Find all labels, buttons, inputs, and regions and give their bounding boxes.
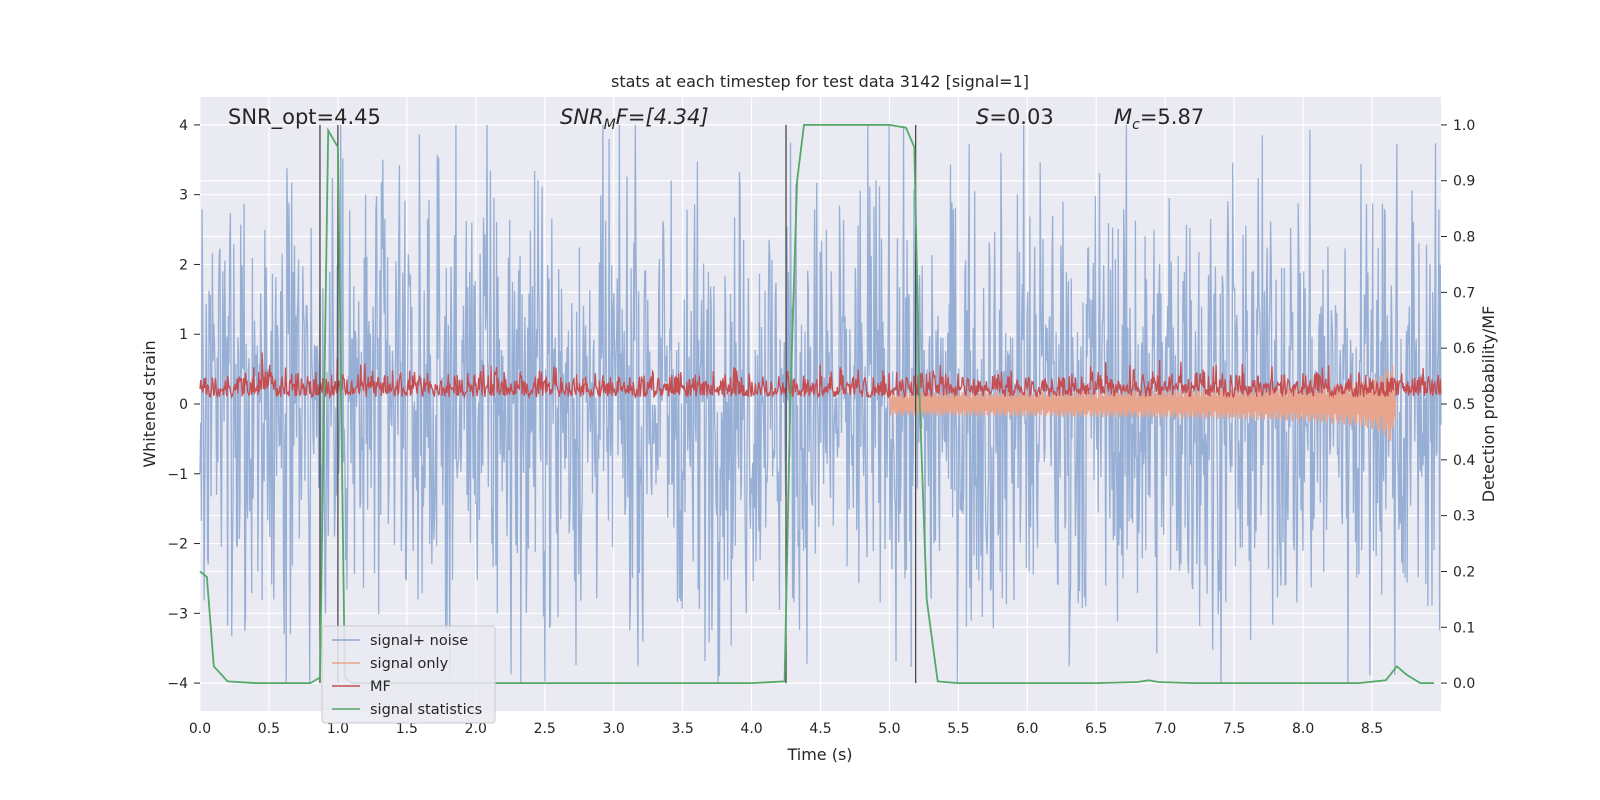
x-axis-label: Time (s) [786, 745, 852, 764]
series-signal-plus-noise [199, 124, 1442, 684]
annotation-snr-mf: SNRMF=[4.34] [560, 105, 709, 133]
annotation-mc: Mc=5.87 [1114, 105, 1204, 133]
x-tick-label: 1.5 [396, 721, 418, 737]
annotation-mc-symbol: M [1114, 105, 1132, 129]
legend-label-signal-statistics: signal statistics [370, 702, 482, 718]
x-tick-label: 6.0 [1016, 721, 1038, 737]
legend: signal+ noise signal only MF signal stat… [321, 625, 496, 724]
annotation-snr-mf-rest: F=[4.34] [616, 105, 709, 129]
y2-tick-label: 0.5 [1453, 397, 1475, 413]
x-tick-label: 2.0 [465, 721, 487, 737]
y2-tick-label: 0.9 [1453, 174, 1475, 190]
signal-statistics-line [199, 124, 1435, 684]
x-tick-label: 8.0 [1292, 721, 1314, 737]
annotation-s-value: =0.03 [989, 105, 1053, 129]
series-mf [199, 352, 1442, 400]
series-signal-statistics [199, 124, 1435, 684]
y2-tick-label: 0.7 [1453, 285, 1475, 301]
x-tick-label: 5.0 [878, 721, 900, 737]
y-tick-label: 4 [179, 118, 188, 134]
annotation-snr-mf-symbol: SNR [560, 105, 604, 129]
legend-label-signal-plus-noise: signal+ noise [370, 633, 468, 649]
x-tick-label: 0.5 [258, 721, 280, 737]
x-tick-label: 5.5 [947, 721, 969, 737]
annotation-mc-value: =5.87 [1140, 105, 1204, 129]
y-tick-label: −3 [167, 606, 188, 622]
x-tick-label: 7.0 [1154, 721, 1176, 737]
y2-tick-label: 0.3 [1453, 509, 1475, 525]
x-tick-label: 3.0 [603, 721, 625, 737]
annotation-snr-mf-subscript: M [604, 117, 616, 133]
y-axis-ticks: 4 3 2 1 0 −1 −2 −3 −4 [167, 118, 200, 692]
y-tick-label: −1 [167, 467, 188, 483]
chart-title: stats at each timestep for test data 314… [611, 72, 1029, 91]
x-tick-label: 1.0 [327, 721, 349, 737]
y-tick-label: 3 [179, 188, 188, 204]
y2-tick-label: 0.8 [1453, 230, 1475, 246]
y-tick-label: 1 [179, 327, 188, 343]
y2-tick-label: 0.1 [1453, 620, 1475, 636]
y2-tick-label: 0.4 [1453, 453, 1475, 469]
signal-plus-noise-line [199, 124, 1442, 684]
x-tick-label: 4.5 [809, 721, 831, 737]
x-tick-label: 4.0 [740, 721, 762, 737]
y2-tick-label: 1.0 [1453, 118, 1475, 134]
y-tick-label: −4 [167, 676, 188, 692]
x-tick-label: 7.5 [1223, 721, 1245, 737]
x-tick-label: 0.0 [189, 721, 211, 737]
annotation-snr-opt: SNR_opt=4.45 [228, 105, 381, 130]
x-tick-label: 6.5 [1085, 721, 1107, 737]
y2-tick-label: 0.2 [1453, 564, 1475, 580]
y-axis-label: Whitened strain [140, 340, 159, 467]
annotation-s: S=0.03 [976, 105, 1054, 129]
x-tick-label: 3.5 [671, 721, 693, 737]
x-axis-ticks: 0.0 0.5 1.0 1.5 2.0 2.5 3.0 3.5 4.0 4.5 5.0 5.5 6.0 6… [189, 721, 1383, 737]
mf-line [199, 352, 1442, 400]
y2-tick-label: 0.6 [1453, 341, 1475, 357]
x-tick-label: 2.5 [534, 721, 556, 737]
annotation-s-symbol: S [976, 105, 989, 129]
y2-axis-label: Detection probability/MF [1479, 306, 1498, 503]
x-tick-label: 8.5 [1361, 721, 1383, 737]
legend-label-signal-only: signal only [370, 656, 449, 672]
y-tick-label: 2 [179, 257, 188, 273]
annotation-mc-subscript: c [1132, 117, 1140, 133]
y2-axis-ticks: 1.0 0.9 0.8 0.7 0.6 0.5 0.4 0.3 0.2 0.1 0.0 [1441, 118, 1475, 692]
y-tick-label: −2 [167, 537, 188, 553]
legend-label-mf: MF [370, 679, 391, 695]
y2-tick-label: 0.0 [1453, 676, 1475, 692]
y-tick-label: 0 [179, 397, 188, 413]
legend-box [321, 625, 496, 724]
